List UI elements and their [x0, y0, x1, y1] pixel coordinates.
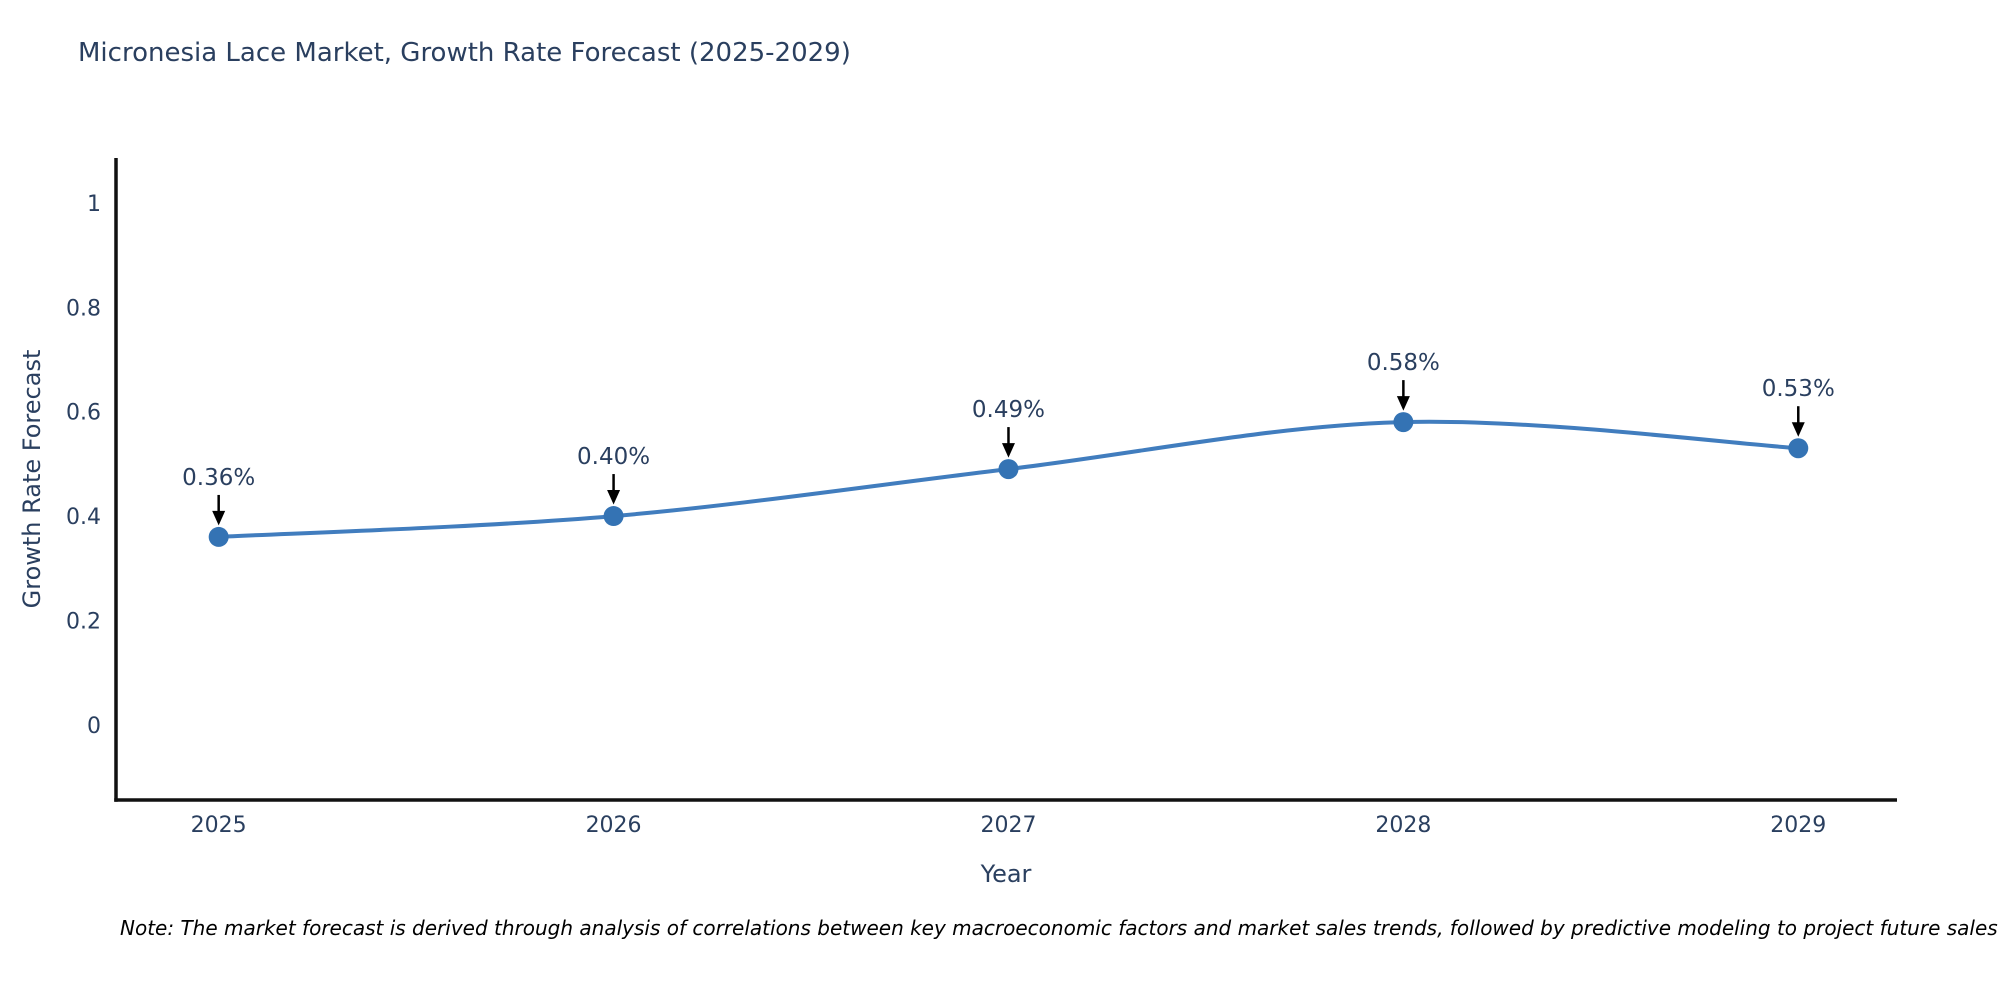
annotation-arrowhead-icon [212, 510, 226, 526]
y-tick-label: 0.2 [66, 609, 101, 634]
footnote: Note: The market forecast is derived thr… [120, 916, 1998, 940]
point-annotation: 0.49% [972, 397, 1045, 458]
data-point-marker[interactable] [208, 526, 229, 547]
point-annotation: 0.58% [1367, 350, 1440, 411]
point-annotation: 0.53% [1762, 376, 1835, 437]
data-point-marker[interactable] [1393, 412, 1414, 433]
x-tick-label: 2025 [191, 813, 247, 838]
x-tick-label: 2028 [1375, 813, 1431, 838]
point-value-label: 0.36% [182, 465, 255, 491]
annotation-arrowhead-icon [1791, 422, 1805, 437]
point-value-label: 0.53% [1762, 376, 1835, 402]
point-value-label: 0.58% [1367, 350, 1440, 376]
y-tick-label: 0.6 [66, 401, 101, 426]
data-point-marker[interactable] [998, 459, 1019, 480]
x-tick-label: 2027 [980, 813, 1036, 838]
x-axis-title: Year [980, 860, 1032, 888]
annotation-arrowhead-icon [1001, 443, 1015, 458]
point-value-label: 0.40% [577, 444, 650, 470]
x-tick-label: 2026 [586, 813, 642, 838]
annotation-arrowhead-icon [1396, 396, 1410, 411]
point-value-label: 0.49% [972, 397, 1045, 423]
y-tick-label: 0 [87, 714, 101, 739]
x-tick-label: 2029 [1770, 813, 1826, 838]
y-tick-label: 0.8 [66, 296, 101, 321]
y-tick-label: 0.4 [66, 505, 101, 530]
chart-title: Micronesia Lace Market, Growth Rate Fore… [78, 38, 851, 68]
point-annotation: 0.36% [182, 465, 255, 526]
annotation-arrowhead-icon [607, 490, 621, 505]
data-point-marker[interactable] [603, 506, 624, 527]
data-point-marker[interactable] [1788, 438, 1809, 459]
point-annotation: 0.40% [577, 444, 650, 505]
y-tick-label: 1 [87, 192, 101, 217]
